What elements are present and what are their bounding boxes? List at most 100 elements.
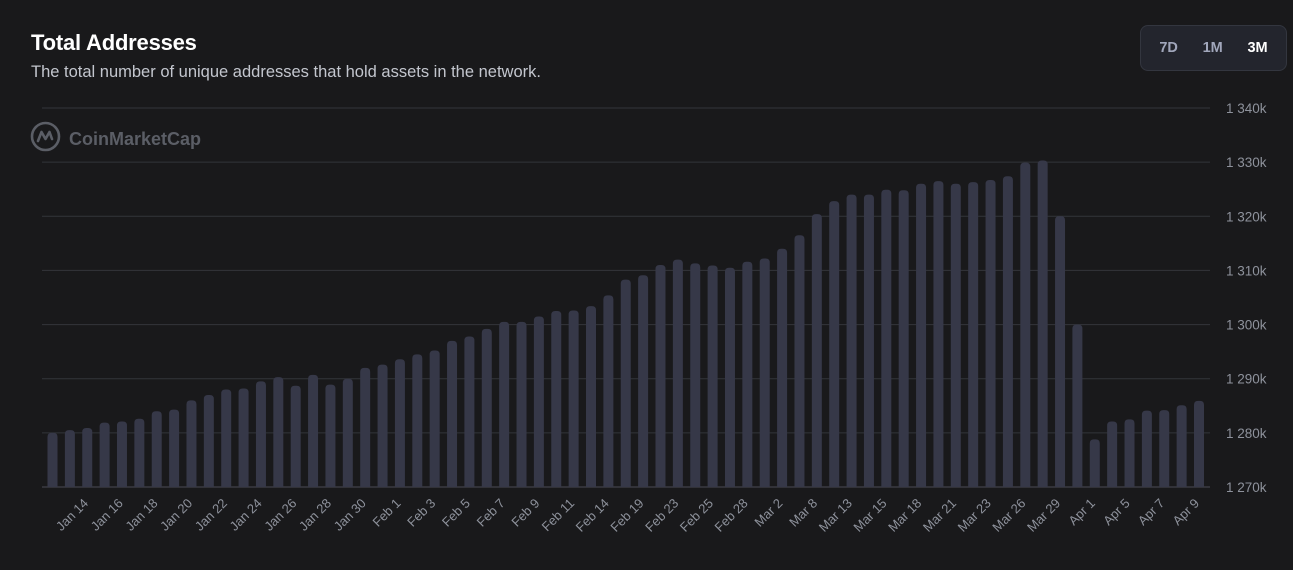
bar[interactable] (863, 194, 874, 487)
bar[interactable] (516, 321, 527, 487)
bar[interactable] (394, 359, 405, 487)
bar[interactable] (898, 190, 909, 487)
bar[interactable] (638, 275, 649, 487)
bar[interactable] (1194, 400, 1204, 487)
bar[interactable] (325, 384, 336, 487)
bar[interactable] (308, 374, 319, 487)
x-tick-label: Mar 18 (885, 496, 924, 535)
bar[interactable] (1089, 439, 1100, 487)
bar[interactable] (499, 321, 510, 487)
x-tick-label: Feb 3 (404, 496, 438, 530)
bar[interactable] (603, 295, 614, 487)
bar[interactable] (360, 367, 371, 487)
x-tick-label: Mar 13 (816, 496, 855, 535)
bar[interactable] (151, 411, 162, 487)
bar[interactable] (203, 394, 214, 487)
chart-subtitle: The total number of unique addresses tha… (31, 63, 541, 81)
bar[interactable] (586, 306, 597, 487)
bar[interactable] (724, 267, 735, 487)
bar[interactable] (672, 259, 683, 487)
bar[interactable] (1072, 324, 1083, 487)
x-tick-label: Apr 1 (1065, 496, 1098, 529)
bar[interactable] (1124, 419, 1135, 487)
bar[interactable] (950, 183, 961, 488)
bar[interactable] (273, 377, 284, 487)
watermark-text: CoinMarketCap (69, 128, 202, 149)
bar[interactable] (881, 189, 892, 487)
bar[interactable] (794, 235, 805, 487)
bar[interactable] (169, 409, 180, 487)
bar[interactable] (1141, 410, 1152, 487)
bar[interactable] (447, 340, 458, 487)
bar[interactable] (429, 350, 440, 487)
bars (47, 160, 1204, 488)
bar[interactable] (186, 400, 197, 487)
y-tick-label: 1 300k (1226, 318, 1267, 333)
bar[interactable] (290, 385, 301, 487)
bar[interactable] (568, 310, 579, 487)
bar[interactable] (342, 378, 353, 487)
range-button-1m[interactable]: 1M (1202, 40, 1223, 56)
x-tick-label: Mar 15 (850, 496, 889, 535)
bar[interactable] (64, 430, 75, 487)
bar[interactable] (221, 389, 232, 487)
bar[interactable] (742, 261, 753, 487)
x-tick-label: Feb 5 (439, 496, 473, 530)
bar[interactable] (1037, 160, 1048, 488)
bar[interactable] (412, 354, 423, 487)
bar[interactable] (985, 180, 996, 487)
bar[interactable] (916, 183, 927, 488)
bar[interactable] (116, 421, 127, 487)
bar[interactable] (82, 427, 93, 487)
bar[interactable] (620, 279, 631, 487)
bar[interactable] (1055, 216, 1066, 488)
bar[interactable] (464, 336, 475, 487)
x-tick-label: Feb 25 (677, 496, 716, 535)
range-button-3m[interactable]: 3M (1247, 40, 1268, 56)
x-tick-label: Jan 22 (192, 496, 230, 534)
bar[interactable] (99, 422, 110, 487)
bar[interactable] (377, 364, 388, 487)
y-tick-label: 1 340k (1226, 101, 1267, 116)
x-tick-label: Jan 20 (157, 496, 195, 534)
bar[interactable] (1176, 405, 1187, 487)
bar[interactable] (134, 418, 145, 487)
y-tick-label: 1 320k (1226, 209, 1267, 224)
bar[interactable] (829, 201, 840, 487)
bar[interactable] (1020, 162, 1031, 488)
bar[interactable] (255, 381, 266, 487)
y-axis: 1 270k 1 280k 1 290k 1 300k 1 310k 1 320k 1 33… (1226, 101, 1267, 495)
x-tick-label: Feb 11 (539, 496, 578, 535)
watermark: CoinMarketCap (30, 121, 201, 157)
bar[interactable] (47, 432, 58, 487)
x-tick-label: Jan 18 (122, 496, 160, 534)
bar[interactable] (759, 258, 770, 487)
bar[interactable] (707, 265, 718, 487)
bar[interactable] (811, 214, 822, 487)
bar[interactable] (1159, 410, 1170, 487)
bar[interactable] (533, 316, 544, 487)
bar[interactable] (933, 181, 944, 488)
x-tick-label: Mar 2 (751, 496, 785, 530)
bar[interactable] (481, 328, 492, 487)
bar[interactable] (846, 194, 857, 487)
x-tick-label: Jan 26 (261, 496, 299, 534)
y-tick-label: 1 330k (1226, 155, 1267, 170)
y-tick-label: 1 270k (1226, 480, 1267, 495)
y-tick-label: 1 310k (1226, 263, 1267, 278)
time-range-switch: 7D 1M 3M (1140, 25, 1287, 71)
bar[interactable] (1002, 176, 1013, 487)
x-tick-label: Mar 23 (955, 496, 994, 535)
bar[interactable] (1107, 421, 1118, 487)
bar[interactable] (968, 182, 979, 487)
range-button-7d[interactable]: 7D (1159, 40, 1178, 56)
x-tick-label: Apr 9 (1170, 496, 1203, 529)
bar[interactable] (690, 263, 701, 487)
bar[interactable] (655, 265, 666, 487)
bar[interactable] (777, 248, 788, 487)
y-tick-label: 1 280k (1226, 426, 1267, 441)
y-tick-label: 1 290k (1226, 372, 1267, 387)
x-tick-label: Feb 23 (642, 496, 681, 535)
bar[interactable] (551, 311, 562, 487)
bar[interactable] (238, 388, 249, 487)
